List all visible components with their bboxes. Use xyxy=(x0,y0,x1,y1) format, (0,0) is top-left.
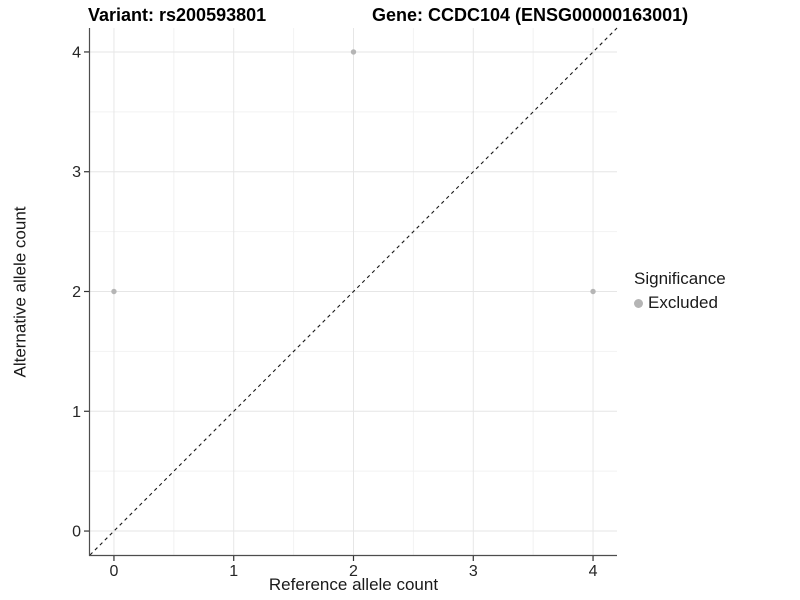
x-tick-label: 1 xyxy=(229,563,238,580)
legend-item-label: Excluded xyxy=(648,293,718,312)
x-axis-title: Reference allele count xyxy=(268,575,439,594)
x-tick-label: 4 xyxy=(589,563,598,580)
x-tick-label: 3 xyxy=(469,563,478,580)
x-tick-label: 2 xyxy=(349,563,358,580)
y-tick-label: 4 xyxy=(72,44,81,61)
y-axis-title: Alternative allele count xyxy=(11,205,31,378)
y-tick-label: 1 xyxy=(72,404,81,421)
x-tick-label: 0 xyxy=(110,563,119,580)
gene-title: Gene: CCDC104 (ENSG00000163001) xyxy=(372,5,689,25)
y-tick-label: 3 xyxy=(72,164,81,181)
legend-title: Significance xyxy=(634,269,726,288)
y-tick-label: 2 xyxy=(72,284,81,301)
data-point xyxy=(590,288,596,295)
legend: Significance Excluded xyxy=(634,269,726,313)
excluded-point-marker-icon xyxy=(634,298,643,308)
data-point xyxy=(111,288,117,295)
data-point xyxy=(350,49,357,55)
legend-item-excluded: Excluded xyxy=(634,293,726,313)
variant-title: Variant: rs200593801 xyxy=(88,5,267,25)
y-axis-title-box: Alternative allele count xyxy=(2,28,40,555)
identity-reference-line xyxy=(89,27,618,556)
y-tick-label: 0 xyxy=(72,524,81,541)
